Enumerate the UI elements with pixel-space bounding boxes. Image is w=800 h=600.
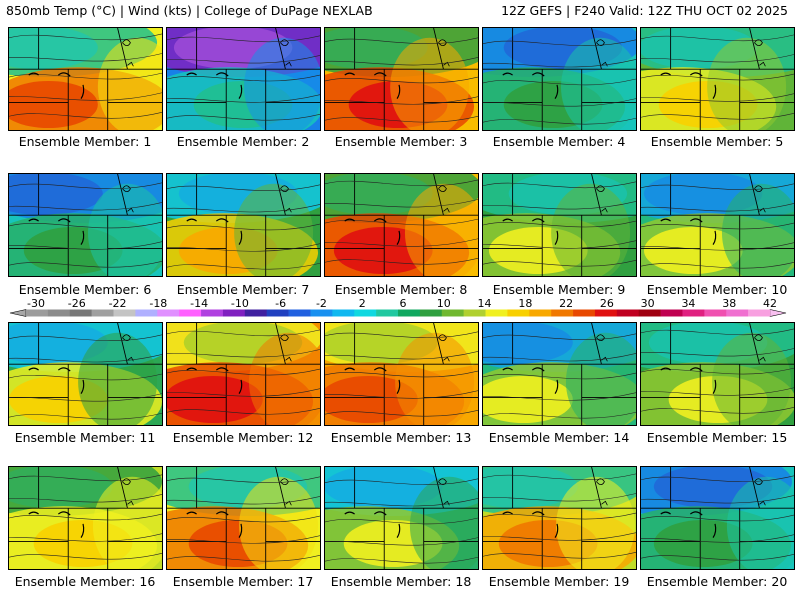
colorbar-swatch	[529, 309, 552, 317]
ensemble-member-map	[324, 466, 479, 570]
ensemble-member-map	[640, 173, 795, 277]
colorbar-swatch	[222, 309, 246, 317]
colorbar-tick-label: 38	[722, 299, 736, 310]
colorbar-swatch	[573, 309, 596, 317]
colorbar-swatch	[266, 309, 289, 317]
ensemble-member-map	[166, 173, 321, 277]
colorbar-swatch	[704, 309, 727, 317]
colorbar-swatch	[748, 309, 771, 317]
colorbar-swatch	[726, 309, 749, 317]
ensemble-member-map	[166, 466, 321, 570]
ensemble-member-map	[8, 322, 163, 426]
temperature-colorbar: -30 -26 -22 -18 -14 -10 -6 -2 2 6 10 14 18 22 26 30 34 38…	[9, 299, 787, 317]
ensemble-member-map	[166, 322, 321, 426]
ensemble-member-map	[324, 173, 479, 277]
ensemble-member-map	[324, 322, 479, 426]
colorbar-swatch	[463, 309, 486, 317]
colorbar-tick-label: 22	[559, 299, 573, 310]
ensemble-member-label: Ensemble Member: 17	[172, 574, 314, 589]
colorbar-swatch	[594, 309, 618, 317]
ensemble-member-map	[640, 322, 795, 426]
colorbar-tick-label: 42	[763, 299, 777, 310]
ensemble-member-label: Ensemble Member: 11	[14, 430, 156, 445]
colorbar-tick-label: 18	[518, 299, 532, 310]
colorbar-swatch	[201, 309, 224, 317]
ensemble-member-label: Ensemble Member: 13	[330, 430, 472, 445]
ensemble-member-label: Ensemble Member: 18	[330, 574, 472, 589]
colorbar-swatch	[135, 309, 158, 317]
ensemble-member-map	[8, 466, 163, 570]
colorbar-tick-label: 30	[641, 299, 655, 310]
colorbar-swatch	[157, 309, 180, 317]
colorbar-swatch	[91, 309, 114, 317]
colorbar-tick-label: -22	[109, 299, 127, 310]
colorbar-tick-label: -30	[27, 299, 45, 310]
ensemble-member-map	[482, 27, 637, 131]
colorbar-swatch	[244, 309, 268, 317]
ensemble-member-label: Ensemble Member: 19	[488, 574, 630, 589]
model-run-info: 12Z GEFS | F240 Valid: 12Z THU OCT 02 20…	[501, 3, 788, 18]
colorbar-tick-label: -18	[149, 299, 167, 310]
colorbar-swatch	[288, 309, 311, 317]
ensemble-member-label: Ensemble Member: 14	[488, 430, 630, 445]
colorbar-swatch	[441, 309, 464, 317]
colorbar-swatch	[682, 309, 705, 317]
colorbar-swatch	[507, 309, 530, 317]
ensemble-member-map	[324, 27, 479, 131]
ensemble-member-label: Ensemble Member: 8	[334, 282, 468, 297]
colorbar-tick-label: 6	[400, 299, 407, 310]
ensemble-member-map	[8, 27, 163, 131]
colorbar-swatch	[69, 309, 92, 317]
ensemble-member-label: Ensemble Member: 2	[176, 134, 310, 149]
ensemble-member-map	[482, 322, 637, 426]
colorbar-tick-label: -14	[190, 299, 208, 310]
ensemble-member-map	[640, 27, 795, 131]
ensemble-member-label: Ensemble Member: 7	[176, 282, 310, 297]
colorbar-swatch	[354, 309, 377, 317]
ensemble-member-map	[640, 466, 795, 570]
colorbar-tick-label: 26	[600, 299, 614, 310]
colorbar-swatch	[332, 309, 355, 317]
ensemble-member-map	[8, 173, 163, 277]
colorbar-swatch	[47, 309, 71, 317]
colorbar-tick-label: -10	[231, 299, 249, 310]
ensemble-member-label: Ensemble Member: 20	[646, 574, 788, 589]
ensemble-member-label: Ensemble Member: 5	[650, 134, 784, 149]
colorbar-tick-label: 34	[681, 299, 695, 310]
ensemble-member-map	[166, 27, 321, 131]
ensemble-member-label: Ensemble Member: 9	[492, 282, 626, 297]
ensemble-member-label: Ensemble Member: 3	[334, 134, 468, 149]
ensemble-member-label: Ensemble Member: 15	[646, 430, 788, 445]
colorbar-tick-label: 2	[359, 299, 366, 310]
ensemble-member-label: Ensemble Member: 16	[14, 574, 156, 589]
colorbar-swatch	[660, 309, 683, 317]
map-title: 850mb Temp (°C) | Wind (kts) | College o…	[6, 3, 373, 18]
ensemble-member-label: Ensemble Member: 4	[492, 134, 626, 149]
colorbar-swatch	[26, 309, 49, 317]
colorbar-tick-label: 10	[437, 299, 451, 310]
ensemble-member-map	[482, 466, 637, 570]
colorbar-tick-label: -26	[68, 299, 86, 310]
colorbar-swatch	[551, 309, 574, 317]
colorbar-swatch	[376, 309, 399, 317]
colorbar-swatch	[485, 309, 508, 317]
ensemble-member-label: Ensemble Member: 10	[646, 282, 788, 297]
colorbar-swatch	[616, 309, 640, 317]
colorbar-tick-label: 14	[478, 299, 492, 310]
colorbar-swatch	[419, 309, 443, 317]
ensemble-member-label: Ensemble Member: 6	[18, 282, 152, 297]
colorbar-tick-label: -6	[275, 299, 286, 310]
ensemble-member-label: Ensemble Member: 1	[18, 134, 152, 149]
colorbar-swatch	[310, 309, 333, 317]
ensemble-member-label: Ensemble Member: 12	[172, 430, 314, 445]
colorbar-swatch	[179, 309, 202, 317]
ensemble-member-map	[482, 173, 637, 277]
colorbar-swatch	[638, 309, 661, 317]
colorbar-tick-label: -2	[316, 299, 327, 310]
colorbar-swatch	[113, 309, 136, 317]
colorbar-swatch	[398, 309, 421, 317]
